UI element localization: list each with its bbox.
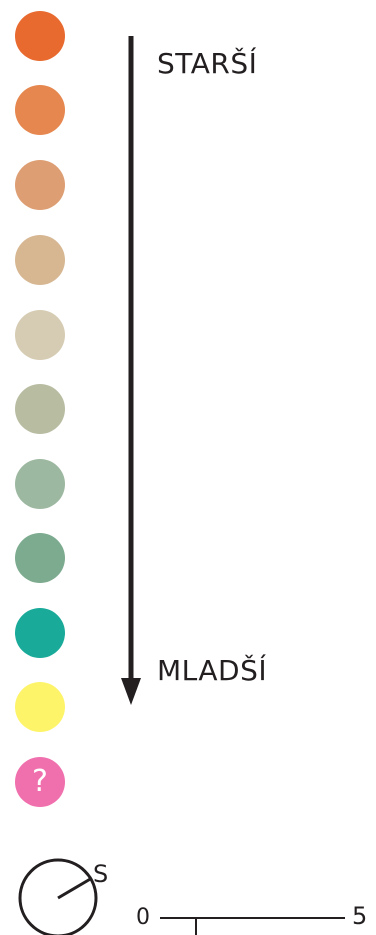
legend-dot-8 bbox=[15, 533, 65, 583]
legend-dot-10 bbox=[15, 682, 65, 732]
legend-dot-9 bbox=[15, 608, 65, 658]
age-axis-bottom-label: MLADŠÍ bbox=[157, 654, 268, 687]
compass-needle bbox=[57, 876, 93, 900]
compass-circle bbox=[18, 858, 98, 935]
scale-bar-start-label: 0 bbox=[136, 905, 150, 930]
legend-dot-2 bbox=[15, 85, 65, 135]
legend-dot-5 bbox=[15, 310, 65, 360]
legend-dot-6 bbox=[15, 384, 65, 434]
age-arrow-head bbox=[121, 678, 141, 705]
scale-bar-end-label: 5 bbox=[352, 902, 368, 930]
age-axis-top-label: STARŠÍ bbox=[157, 47, 258, 80]
legend-dot-unknown: ? bbox=[15, 757, 65, 807]
legend-dot-4 bbox=[15, 235, 65, 285]
legend-dot-1 bbox=[15, 11, 65, 61]
compass-label: S bbox=[93, 860, 109, 888]
legend-dot-7 bbox=[15, 459, 65, 509]
unknown-question-mark: ? bbox=[32, 764, 48, 799]
legend-dot-3 bbox=[15, 160, 65, 210]
